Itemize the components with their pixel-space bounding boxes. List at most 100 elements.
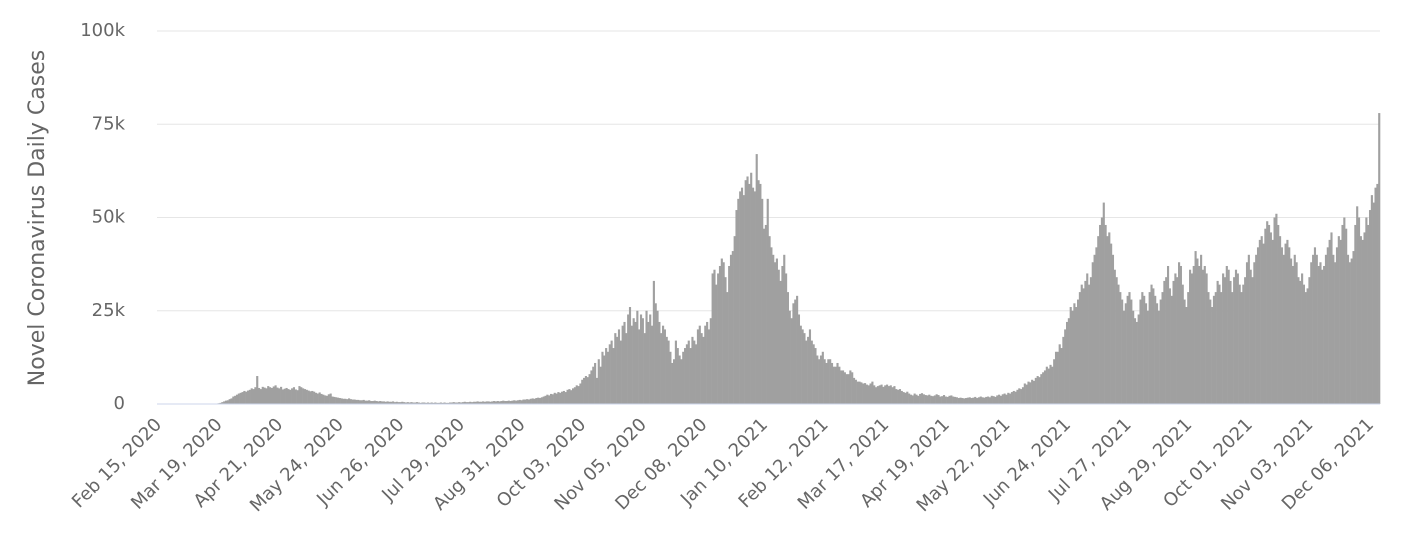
bar [1227, 269, 1230, 404]
bar [280, 386, 283, 404]
bar [1128, 292, 1131, 404]
bar [1222, 273, 1225, 404]
bar [933, 395, 936, 404]
bar [1064, 329, 1067, 404]
bar [263, 387, 266, 404]
bar [1005, 394, 1008, 404]
bar [715, 284, 718, 404]
bar [452, 402, 455, 404]
bar [1163, 280, 1166, 404]
bar [990, 395, 993, 404]
bar [1126, 295, 1129, 404]
bar [909, 394, 913, 404]
bar [1144, 303, 1148, 404]
bar [970, 398, 973, 404]
bar [434, 402, 437, 404]
bar [381, 401, 384, 404]
bar [1075, 307, 1078, 404]
bar [851, 372, 854, 404]
bar [1091, 262, 1094, 404]
bar [665, 336, 668, 404]
bar [634, 321, 637, 404]
bar [1056, 351, 1059, 404]
bar [1095, 247, 1098, 404]
bar [1172, 280, 1175, 404]
bar [1174, 273, 1177, 404]
bar [581, 379, 584, 404]
bar [796, 295, 799, 404]
bar [1308, 277, 1311, 404]
bar [1335, 247, 1339, 404]
bar [595, 377, 599, 404]
bar [652, 280, 655, 404]
bar [1104, 224, 1107, 404]
bar [1165, 277, 1168, 404]
bar [1135, 321, 1138, 404]
bar [893, 386, 896, 404]
bar [336, 397, 340, 404]
bar [272, 386, 275, 404]
bar [623, 321, 626, 404]
bar [454, 402, 457, 404]
bar [502, 400, 505, 404]
bar [685, 344, 689, 404]
bar [746, 176, 749, 404]
bar [852, 377, 856, 404]
bar [314, 392, 318, 404]
bar [908, 393, 911, 404]
bar [235, 394, 239, 404]
bar [1108, 232, 1111, 404]
bar [340, 398, 343, 404]
bar [555, 393, 558, 404]
bar [605, 348, 608, 404]
bar [616, 336, 619, 404]
bar [303, 389, 307, 404]
bar [344, 398, 347, 404]
bar [1376, 183, 1379, 404]
bar [792, 303, 795, 404]
bar [1293, 254, 1296, 404]
y-tick-label: 25k [92, 300, 126, 321]
bar [485, 401, 488, 404]
bar [601, 351, 604, 404]
bar [346, 399, 349, 404]
bar [744, 180, 747, 404]
bar [1234, 269, 1238, 404]
bar [436, 402, 439, 404]
bar [1223, 277, 1227, 404]
bar [1189, 269, 1192, 404]
bar [1220, 292, 1223, 404]
bar [428, 402, 431, 404]
bar [660, 333, 663, 404]
bar [935, 394, 938, 404]
bar [1253, 262, 1256, 404]
bar [524, 399, 527, 404]
bar [854, 379, 857, 404]
bar [379, 401, 382, 404]
bar [1247, 254, 1250, 404]
bar [1282, 254, 1285, 404]
bar [1280, 247, 1283, 404]
bar [546, 394, 549, 404]
bar [364, 400, 367, 404]
bar [386, 401, 389, 404]
bar [597, 359, 600, 404]
bar [241, 392, 244, 404]
bar [841, 370, 845, 404]
bar [1328, 239, 1331, 404]
bar [355, 399, 358, 404]
bar [1122, 310, 1126, 404]
bar [1323, 265, 1326, 404]
bar [1295, 262, 1298, 404]
bar [276, 387, 279, 404]
bar [869, 383, 872, 404]
bar [456, 402, 459, 404]
bar [687, 340, 690, 404]
bar [566, 389, 569, 404]
bar [476, 401, 479, 404]
bar [955, 397, 958, 404]
bar [269, 387, 272, 404]
bar [823, 359, 826, 404]
bar [1238, 284, 1241, 404]
bar [302, 388, 305, 404]
